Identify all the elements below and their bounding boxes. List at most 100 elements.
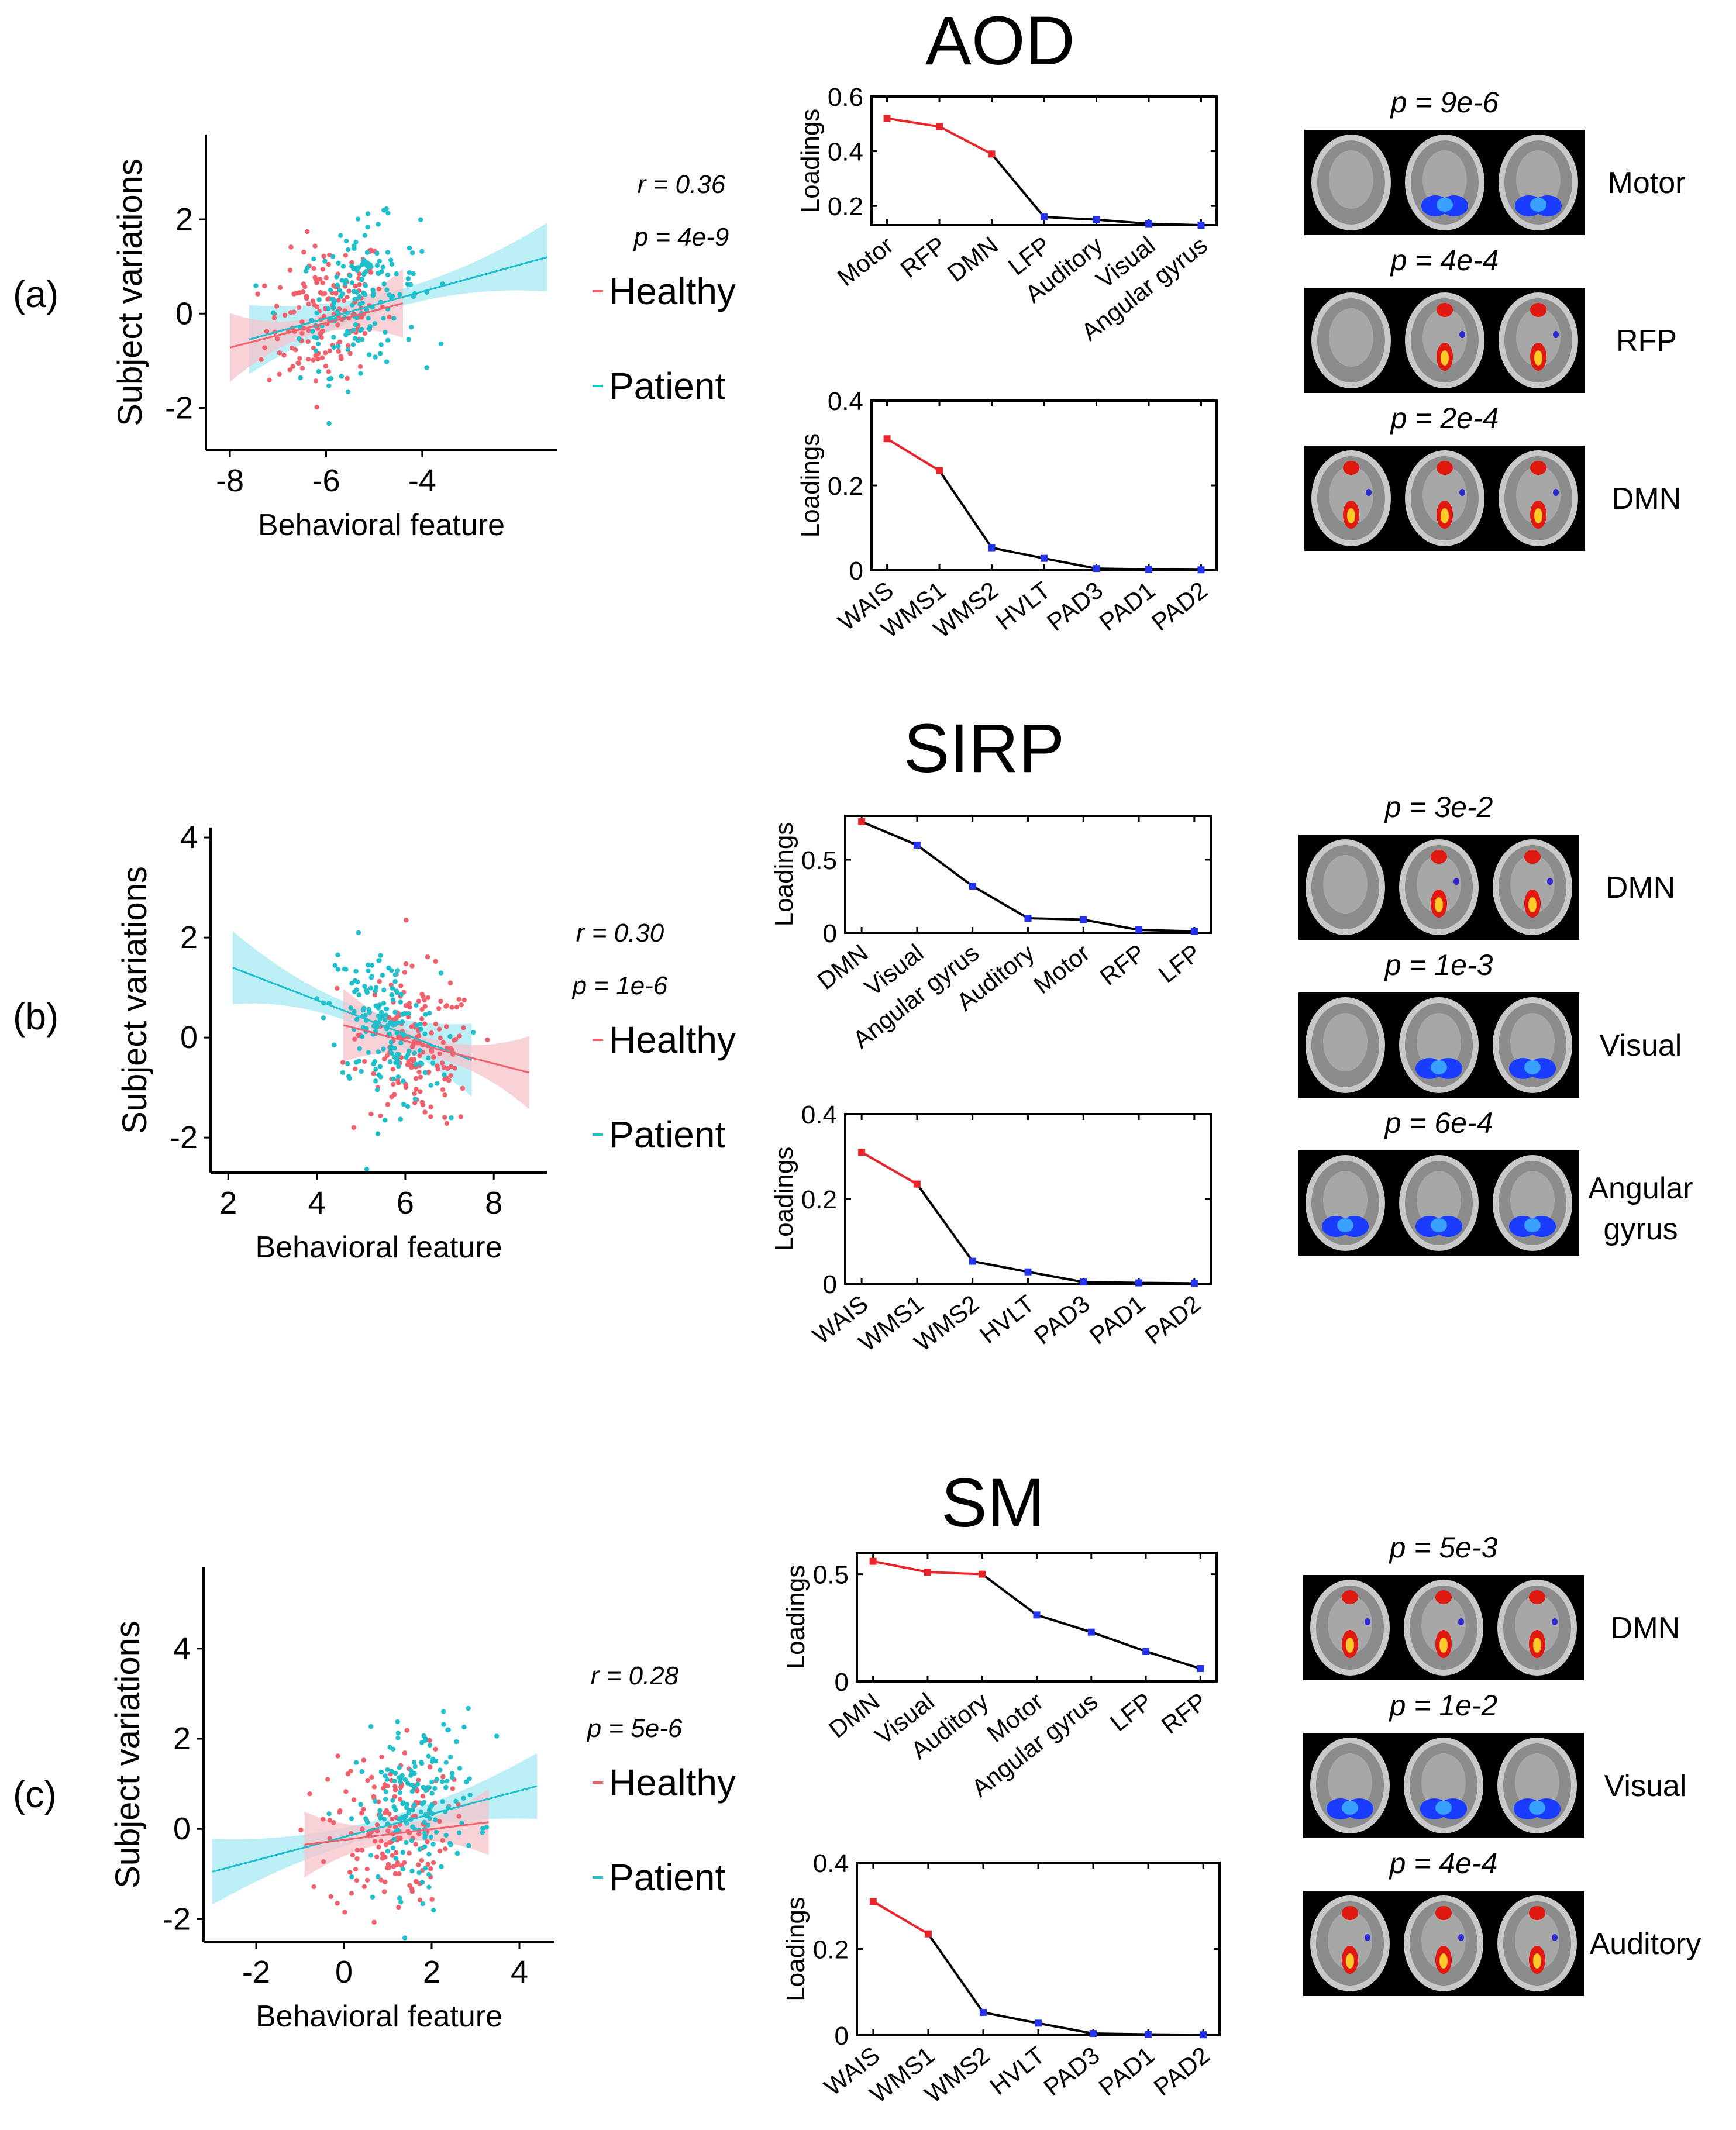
patient-point (335, 952, 340, 958)
healthy-point (277, 285, 283, 290)
healthy-point (277, 350, 283, 356)
healthy-point (306, 356, 311, 362)
healthy-point (299, 319, 305, 325)
patient-point (326, 421, 332, 426)
patient-point (357, 328, 363, 333)
healthy-point (347, 351, 353, 356)
loading-marker (858, 818, 866, 825)
patient-point (348, 1005, 353, 1011)
y-tick-label: 0.6 (828, 83, 863, 112)
brain-slice-inner (1417, 1013, 1461, 1071)
patient-point (310, 329, 315, 334)
healthy-point (325, 1777, 330, 1782)
y-tick-label: 0 (173, 1811, 191, 1846)
patient-point (418, 217, 423, 222)
patient-point (353, 1760, 359, 1765)
healthy-point (312, 302, 317, 308)
y-tick-label: 0.4 (801, 1101, 837, 1129)
patient-point (357, 1046, 362, 1052)
patient-point (411, 271, 416, 277)
patient-point (386, 965, 391, 971)
patient-point (316, 368, 322, 374)
loading-marker (1080, 916, 1087, 923)
patient-point (431, 1907, 436, 1913)
patient-point (364, 1819, 370, 1825)
category-label: HVLT (984, 2041, 1049, 2100)
patient-point (409, 1868, 415, 1874)
patient-point (376, 958, 381, 963)
patient-point (402, 1935, 408, 1941)
healthy-point (336, 349, 342, 354)
category-label: RFP (895, 231, 950, 283)
healthy-point (419, 1857, 425, 1863)
x-tick-label: -4 (408, 463, 436, 498)
activation-core (1347, 508, 1355, 523)
healthy-point (288, 244, 294, 250)
loading-marker (883, 115, 891, 122)
patient-point (314, 335, 319, 341)
patient-point (390, 997, 396, 1002)
healthy-point (442, 1092, 447, 1098)
healthy-point (377, 978, 382, 984)
healthy-point (327, 348, 332, 354)
brain-map-row: p = 1e-2 Visual (1303, 1689, 1686, 1838)
patient-point (401, 1101, 407, 1107)
patient-point (447, 1033, 453, 1039)
healthy-point (447, 980, 453, 985)
y-tick-label: 0.4 (828, 387, 863, 416)
healthy-point (421, 994, 426, 999)
loading-segment (1083, 1281, 1139, 1284)
x-tick-label: 0 (335, 1955, 353, 1990)
patient-point (425, 1822, 431, 1828)
patient-point (398, 991, 404, 997)
patient-point (383, 329, 388, 335)
patient-point (363, 268, 369, 274)
healthy-point (287, 367, 292, 373)
loading-segment (873, 1560, 928, 1573)
patient-point (426, 1753, 431, 1759)
healthy-point (412, 1091, 417, 1097)
legend-healthy-label: Healthy (609, 270, 736, 312)
loading-segment (1043, 215, 1097, 221)
x-axis-label: Behavioral feature (256, 2000, 502, 2034)
patient-point (443, 1760, 449, 1765)
panel-label: (c) (13, 1773, 57, 1815)
patient-point (383, 1006, 389, 1012)
activation-core (1524, 1060, 1541, 1074)
patient-point (328, 375, 334, 381)
patient-point (426, 1884, 432, 1890)
activation-core (1534, 350, 1542, 366)
patient-point (334, 274, 339, 280)
patient-point (368, 985, 374, 991)
patient-point (374, 263, 380, 268)
healthy-point (418, 1089, 423, 1094)
y-tick-label: 0.5 (801, 846, 837, 875)
healthy-point (422, 1021, 428, 1026)
loading-segment (1096, 567, 1149, 571)
patient-point (415, 1781, 421, 1787)
patient-point (340, 264, 346, 269)
brain-map-row: p = 2e-4 DMN (1304, 402, 1681, 551)
healthy-point (255, 291, 260, 297)
loading-marker (1145, 220, 1152, 228)
healthy-point (485, 1037, 490, 1043)
brain-network-name: DMN (1606, 871, 1675, 905)
patient-point (409, 1838, 415, 1843)
loadings-y-label: Loadings (781, 1897, 810, 2001)
healthy-point (262, 283, 267, 289)
healthy-point (404, 918, 409, 923)
patient-point (426, 1785, 432, 1790)
brain-network-name: Auditory (1590, 1927, 1701, 1961)
patient-point (428, 1804, 433, 1810)
brain-network-name: Motor (1608, 166, 1686, 200)
healthy-point (433, 1746, 438, 1752)
p-value: p = 4e-9 (633, 223, 729, 251)
activation-core (1439, 1953, 1448, 1969)
legend-patient-label: Patient (609, 365, 725, 407)
patient-point (373, 1067, 378, 1072)
brain-p-value: p = 3e-2 (1384, 791, 1493, 823)
healthy-point (392, 1784, 398, 1789)
healthy-point (312, 243, 318, 249)
